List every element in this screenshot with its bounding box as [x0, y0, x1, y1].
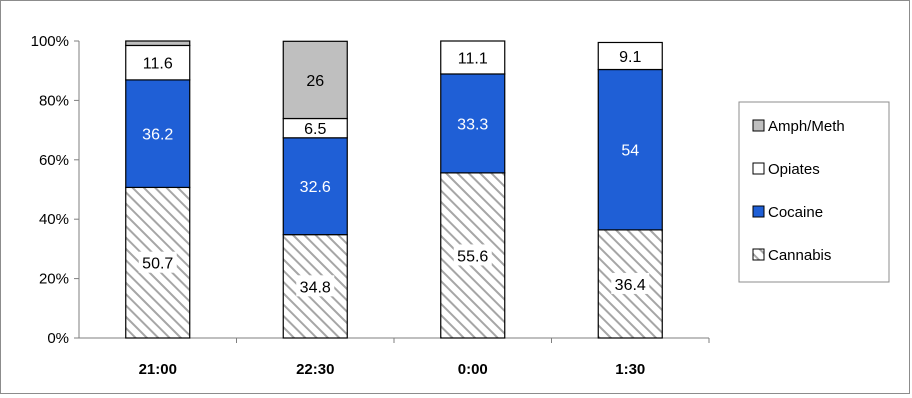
legend-entry: Cocaine: [768, 204, 823, 221]
y-tick-label: 0%: [47, 330, 69, 347]
legend-entry: Amph/Meth: [768, 118, 845, 135]
bar-segment-cocaine: [282, 137, 348, 236]
bar-segment-amph-meth: [282, 40, 348, 120]
y-tick-label: 20%: [39, 271, 69, 288]
legend-swatch: [752, 205, 765, 218]
y-tick-label: 60%: [39, 152, 69, 169]
chart-data-labels: 50.7 36.2 11.6 34.8 32.6 6.5 26 55.6 33.3 11.1 36.…: [138, 49, 650, 297]
legend-entry: Cannabis: [768, 247, 831, 264]
data-label: 50.7: [142, 256, 173, 273]
y-tick-label: 100%: [31, 33, 69, 50]
data-label: 6.5: [304, 121, 326, 138]
chart-bars: [125, 40, 663, 339]
y-tick-label: 40%: [39, 211, 69, 228]
bar-segment-amph-meth: [125, 40, 191, 47]
data-label: 55.6: [457, 248, 488, 265]
data-label: 11.1: [458, 50, 488, 67]
x-tick-label: 22:30: [296, 361, 334, 378]
data-label: 36.4: [615, 277, 646, 294]
y-tick-label: 80%: [39, 92, 69, 109]
data-label-background: [453, 244, 492, 266]
data-label: 33.3: [457, 116, 488, 133]
bar-segment-opiates: [440, 40, 506, 75]
y-axis-tick-labels: 0% 20% 40% 60% 80% 100%: [31, 33, 69, 347]
data-label: 36.2: [142, 127, 173, 144]
x-tick-label: 0:00: [458, 361, 488, 378]
bar-segment-cocaine: [597, 68, 663, 231]
data-label: 9.1: [619, 49, 641, 66]
data-label: 54: [621, 143, 639, 160]
data-label: 26: [306, 73, 324, 90]
data-label-background: [296, 275, 335, 297]
legend-swatch: [752, 119, 765, 132]
data-label: 11.6: [143, 56, 173, 73]
x-axis-tick-labels: 21:00 22:30 0:00 1:30: [139, 361, 646, 378]
data-label-background: [611, 272, 650, 294]
data-label: 34.8: [300, 279, 331, 296]
legend-entry: Opiates: [768, 161, 820, 178]
legend-swatch: [752, 248, 765, 261]
x-tick-label: 21:00: [139, 361, 177, 378]
bar-segment-opiates: [597, 41, 663, 71]
data-label: 32.6: [300, 179, 331, 196]
data-label-background: [138, 251, 177, 273]
bar-segment-cocaine: [440, 73, 506, 174]
chart-legend: Amph/Meth Opiates Cocaine Cannabis: [738, 101, 890, 283]
legend-swatch: [752, 162, 765, 175]
x-tick-label: 1:30: [615, 361, 645, 378]
